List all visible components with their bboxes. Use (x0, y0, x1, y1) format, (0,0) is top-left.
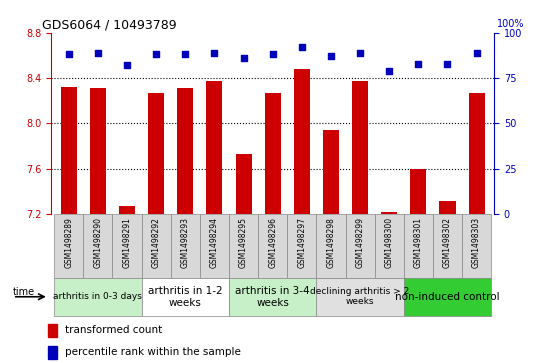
Text: GSM1498294: GSM1498294 (210, 217, 219, 268)
Bar (61, 87, 77, 214)
FancyBboxPatch shape (404, 214, 433, 278)
Bar (48, 346, 57, 359)
Point (385, 68, 394, 74)
Text: arthritis in 3-4
weeks: arthritis in 3-4 weeks (235, 286, 310, 307)
FancyBboxPatch shape (229, 278, 316, 316)
Text: GSM1498302: GSM1498302 (443, 217, 452, 268)
FancyBboxPatch shape (462, 214, 491, 278)
FancyBboxPatch shape (54, 214, 83, 278)
FancyBboxPatch shape (433, 214, 462, 278)
Bar (206, 81, 222, 214)
Text: GSM1498291: GSM1498291 (123, 217, 132, 268)
Point (64, 52, 73, 57)
Point (327, 53, 335, 59)
Text: declining arthritis > 2
weeks: declining arthritis > 2 weeks (310, 287, 410, 306)
Text: arthritis in 1-2
weeks: arthritis in 1-2 weeks (148, 286, 222, 307)
Point (268, 52, 277, 57)
Bar (323, 130, 339, 214)
Text: 100%: 100% (497, 19, 524, 29)
Text: GSM1498289: GSM1498289 (64, 217, 73, 268)
FancyBboxPatch shape (346, 214, 375, 278)
Text: GSM1498299: GSM1498299 (356, 217, 364, 268)
FancyBboxPatch shape (316, 278, 404, 316)
Point (93, 50, 102, 56)
FancyBboxPatch shape (258, 214, 287, 278)
FancyBboxPatch shape (229, 214, 258, 278)
Text: GSM1498292: GSM1498292 (152, 217, 161, 268)
FancyBboxPatch shape (141, 278, 229, 316)
FancyBboxPatch shape (54, 278, 141, 316)
Point (123, 62, 131, 68)
FancyBboxPatch shape (404, 278, 491, 316)
Point (356, 50, 364, 56)
FancyBboxPatch shape (200, 214, 229, 278)
Point (152, 52, 160, 57)
Text: arthritis in 0-3 days: arthritis in 0-3 days (53, 292, 143, 301)
Text: GSM1498303: GSM1498303 (472, 217, 481, 269)
Text: transformed count: transformed count (65, 325, 163, 335)
Text: non-induced control: non-induced control (395, 292, 500, 302)
Text: GSM1498298: GSM1498298 (327, 217, 335, 268)
Point (239, 55, 248, 61)
Text: GSM1498295: GSM1498295 (239, 217, 248, 268)
Text: GSM1498293: GSM1498293 (181, 217, 190, 268)
Bar (265, 93, 281, 214)
Point (414, 61, 423, 66)
Point (210, 50, 219, 56)
FancyBboxPatch shape (171, 214, 200, 278)
Text: GSM1498290: GSM1498290 (93, 217, 103, 268)
Text: GSM1498297: GSM1498297 (298, 217, 306, 268)
FancyBboxPatch shape (287, 214, 316, 278)
Bar (48, 324, 57, 337)
Bar (177, 88, 193, 214)
FancyBboxPatch shape (316, 214, 346, 278)
Bar (381, 212, 397, 214)
Text: GSM1498300: GSM1498300 (384, 217, 394, 269)
Text: percentile rank within the sample: percentile rank within the sample (65, 347, 241, 357)
FancyBboxPatch shape (375, 214, 404, 278)
FancyBboxPatch shape (83, 214, 112, 278)
Bar (235, 154, 252, 214)
Text: time: time (13, 287, 35, 297)
Bar (148, 93, 164, 214)
Bar (410, 169, 427, 214)
Bar (469, 93, 484, 214)
FancyBboxPatch shape (112, 214, 141, 278)
Point (298, 44, 306, 50)
Bar (119, 206, 135, 214)
Bar (440, 200, 456, 214)
Text: GDS6064 / 10493789: GDS6064 / 10493789 (43, 19, 177, 32)
Point (472, 50, 481, 56)
Bar (294, 69, 310, 214)
Text: GSM1498296: GSM1498296 (268, 217, 277, 268)
FancyBboxPatch shape (141, 214, 171, 278)
Bar (352, 81, 368, 214)
Text: GSM1498301: GSM1498301 (414, 217, 423, 268)
Bar (90, 88, 106, 214)
Point (443, 61, 452, 66)
Point (181, 52, 190, 57)
